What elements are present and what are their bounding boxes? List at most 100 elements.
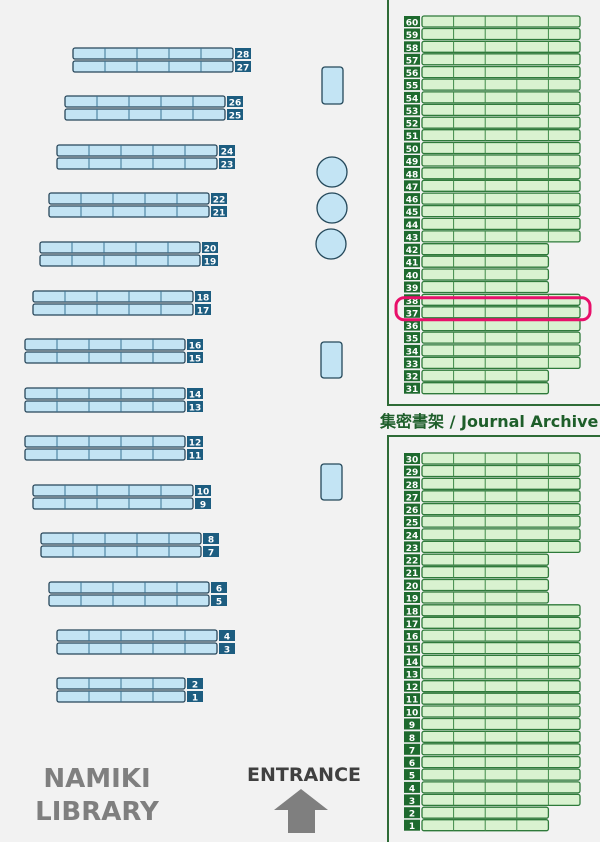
shelf-8[interactable]: 8: [404, 730, 581, 744]
shelf-26[interactable]: 26: [404, 502, 581, 516]
shelf-19[interactable]: 19: [39, 254, 218, 268]
shelf-1[interactable]: 1: [404, 819, 550, 833]
shelf-58[interactable]: 58: [404, 40, 581, 54]
shelf-number: 26: [229, 99, 242, 109]
shelf-25[interactable]: 25: [64, 108, 243, 122]
shelf-17[interactable]: 17: [404, 616, 581, 630]
shelf-number-badge: [203, 546, 219, 557]
shelf-27[interactable]: 27: [72, 60, 251, 74]
shelf-56[interactable]: 56: [404, 65, 581, 80]
shelf-number-badge: [235, 61, 251, 72]
shelf-28[interactable]: 28: [404, 477, 581, 491]
shelf-18[interactable]: 18: [32, 290, 211, 304]
shelf-32[interactable]: 32: [404, 369, 550, 383]
shelf-33[interactable]: 33: [404, 356, 581, 370]
shelf-24[interactable]: 24: [56, 144, 235, 158]
shelf-40[interactable]: 40: [404, 268, 550, 282]
shelf-13[interactable]: 13: [404, 667, 581, 681]
shelf-5[interactable]: 5: [48, 594, 227, 608]
shelf-11[interactable]: 11: [404, 692, 581, 706]
shelf-16[interactable]: 16: [24, 338, 203, 352]
shelf-39[interactable]: 39: [404, 280, 550, 295]
shelf-number: 20: [204, 245, 217, 255]
shelf-47[interactable]: 47: [404, 179, 581, 193]
shelf-21[interactable]: 21: [404, 566, 550, 580]
shelf-4[interactable]: 4: [404, 781, 581, 795]
shelf-number-badge: [404, 642, 420, 654]
shelf-34[interactable]: 34: [404, 344, 581, 358]
shelf-43[interactable]: 43: [404, 230, 581, 244]
shelf-45[interactable]: 45: [404, 204, 581, 219]
shelf-29[interactable]: 29: [404, 464, 581, 479]
shelf-55[interactable]: 55: [404, 78, 581, 92]
shelf-57[interactable]: 57: [404, 53, 581, 67]
shelf-9[interactable]: 9: [404, 717, 581, 732]
shelf-number-badge: [404, 478, 420, 490]
shelf-22[interactable]: 22: [404, 553, 550, 567]
shelf-number: 22: [406, 557, 419, 567]
shelf-6[interactable]: 6: [404, 755, 581, 770]
shelf-48[interactable]: 48: [404, 167, 581, 181]
shelf-8[interactable]: 8: [40, 532, 219, 546]
shelf-20[interactable]: 20: [404, 578, 550, 593]
shelf-59[interactable]: 59: [404, 27, 581, 42]
shelf-36[interactable]: 36: [404, 318, 581, 333]
shelf-60[interactable]: 60: [404, 15, 581, 29]
shelf-number: 49: [406, 158, 419, 168]
shelf-13[interactable]: 13: [24, 400, 203, 414]
shelf-25[interactable]: 25: [404, 515, 581, 529]
shelf-53[interactable]: 53: [404, 103, 581, 117]
shelf-30[interactable]: 30: [404, 452, 581, 466]
shelf-42[interactable]: 42: [404, 243, 550, 257]
shelf-10[interactable]: 10: [32, 484, 211, 498]
shelf-52[interactable]: 52: [404, 116, 581, 130]
shelf-15[interactable]: 15: [24, 351, 203, 365]
shelf-46[interactable]: 46: [404, 192, 581, 206]
shelf-21[interactable]: 21: [48, 205, 227, 219]
shelf-3[interactable]: 3: [56, 642, 235, 656]
shelf-12[interactable]: 12: [24, 435, 203, 449]
shelf-38[interactable]: 38: [404, 293, 581, 307]
shelf-31[interactable]: 31: [404, 382, 550, 396]
shelf-27[interactable]: 27: [404, 490, 581, 504]
shelf-20[interactable]: 20: [39, 241, 218, 255]
shelf-10[interactable]: 10: [404, 705, 581, 719]
shelf-22[interactable]: 22: [48, 192, 227, 206]
shelf-4[interactable]: 4: [56, 629, 235, 643]
shelf-23[interactable]: 23: [56, 157, 235, 171]
shelf-2[interactable]: 2: [404, 806, 550, 820]
shelf-number: 54: [406, 94, 419, 104]
shelf-body: [421, 667, 581, 680]
shelf-7[interactable]: 7: [404, 743, 581, 757]
shelf-35[interactable]: 35: [404, 331, 581, 345]
shelf-41[interactable]: 41: [404, 255, 550, 269]
shelf-2[interactable]: 2: [56, 677, 203, 691]
shelf-12[interactable]: 12: [404, 680, 581, 694]
shelf-6[interactable]: 6: [48, 581, 227, 595]
shelf-17[interactable]: 17: [32, 303, 211, 317]
shelf-14[interactable]: 14: [24, 387, 203, 401]
shelf-26[interactable]: 26: [64, 95, 243, 109]
shelf-28[interactable]: 28: [72, 47, 251, 61]
shelf-44[interactable]: 44: [404, 217, 581, 231]
shelf-1[interactable]: 1: [56, 690, 203, 704]
shelf-51[interactable]: 51: [404, 129, 581, 143]
shelf-9[interactable]: 9: [32, 497, 211, 511]
shelf-body: [40, 545, 202, 558]
shelf-19[interactable]: 19: [404, 591, 550, 605]
shelf-50[interactable]: 50: [404, 141, 581, 156]
shelf-14[interactable]: 14: [404, 654, 581, 668]
shelf-number-badge: [404, 16, 420, 27]
shelf-24[interactable]: 24: [404, 528, 581, 542]
shelf-7[interactable]: 7: [40, 545, 219, 559]
shelf-37[interactable]: 37: [404, 306, 581, 320]
shelf-23[interactable]: 23: [404, 540, 581, 554]
shelf-49[interactable]: 49: [404, 154, 581, 168]
shelf-5[interactable]: 5: [404, 768, 581, 782]
shelf-54[interactable]: 54: [404, 91, 581, 105]
shelf-18[interactable]: 18: [404, 604, 581, 618]
shelf-3[interactable]: 3: [404, 793, 581, 807]
shelf-16[interactable]: 16: [404, 629, 581, 643]
shelf-15[interactable]: 15: [404, 641, 581, 656]
shelf-11[interactable]: 11: [24, 448, 203, 462]
